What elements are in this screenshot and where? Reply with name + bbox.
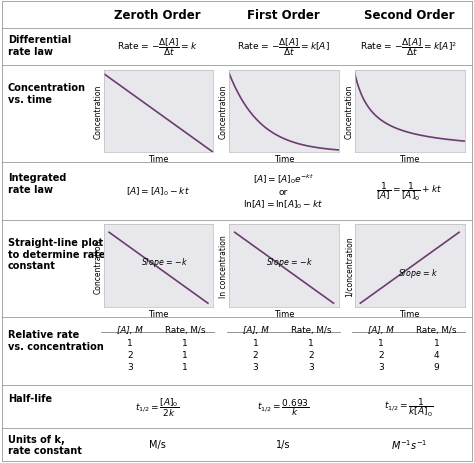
Text: Rate, M/s: Rate, M/s — [416, 325, 457, 334]
Y-axis label: ln concentration: ln concentration — [219, 235, 228, 298]
Text: [A], M: [A], M — [368, 325, 394, 334]
Text: 1/s: 1/s — [276, 439, 291, 449]
Text: Relative rate
vs. concentration: Relative rate vs. concentration — [8, 330, 104, 351]
Text: $\dfrac{1}{[A]} = \dfrac{1}{[A]_0} + kt$: $\dfrac{1}{[A]} = \dfrac{1}{[A]_0} + kt$ — [376, 180, 442, 202]
Text: Rate = $-\dfrac{\Delta[A]}{\Delta t} = k[A]$: Rate = $-\dfrac{\Delta[A]}{\Delta t} = k… — [237, 36, 329, 58]
Text: First Order: First Order — [247, 9, 319, 22]
Text: 3: 3 — [253, 363, 258, 371]
Text: $[A] = [A]_0 - kt$: $[A] = [A]_0 - kt$ — [126, 185, 190, 198]
Text: [A], M: [A], M — [243, 325, 268, 334]
Text: Concentration
vs. time: Concentration vs. time — [8, 83, 86, 105]
Text: 9: 9 — [434, 363, 439, 371]
X-axis label: Time: Time — [148, 309, 169, 318]
Text: Straight-line plot
to determine rate
constant: Straight-line plot to determine rate con… — [8, 238, 105, 271]
X-axis label: Time: Time — [274, 309, 294, 318]
Text: 1: 1 — [253, 338, 258, 347]
Text: 1: 1 — [182, 350, 188, 359]
Text: $M^{-1}s^{-1}$: $M^{-1}s^{-1}$ — [391, 438, 427, 451]
Text: Slope = $-k$: Slope = $-k$ — [266, 256, 313, 269]
X-axis label: Time: Time — [274, 155, 294, 163]
Text: $t_{1/2} = \dfrac{[A]_0}{2k}$: $t_{1/2} = \dfrac{[A]_0}{2k}$ — [136, 395, 180, 418]
Text: Slope = $k$: Slope = $k$ — [398, 266, 438, 279]
Text: 2: 2 — [378, 350, 384, 359]
Y-axis label: Concentration: Concentration — [93, 85, 102, 139]
X-axis label: Time: Time — [148, 155, 169, 163]
X-axis label: Time: Time — [400, 309, 420, 318]
Text: Rate = $-\dfrac{\Delta[A]}{\Delta t} = k[A]^2$: Rate = $-\dfrac{\Delta[A]}{\Delta t} = k… — [360, 36, 457, 58]
Text: $t_{1/2} = \dfrac{1}{k[A]_0}$: $t_{1/2} = \dfrac{1}{k[A]_0}$ — [384, 395, 434, 418]
Text: Rate, M/s: Rate, M/s — [165, 325, 206, 334]
Text: Rate = $-\dfrac{\Delta[A]}{\Delta t} = k$: Rate = $-\dfrac{\Delta[A]}{\Delta t} = k… — [117, 36, 198, 58]
Text: 2: 2 — [308, 350, 314, 359]
Text: M/s: M/s — [149, 439, 166, 449]
Text: 1: 1 — [182, 338, 188, 347]
Y-axis label: 1/concentration: 1/concentration — [345, 236, 354, 296]
Text: 2: 2 — [253, 350, 258, 359]
Text: 1: 1 — [378, 338, 384, 347]
Text: Half-life: Half-life — [8, 393, 52, 403]
Y-axis label: Concentration: Concentration — [345, 85, 354, 139]
Text: Zeroth Order: Zeroth Order — [114, 9, 201, 22]
Text: Units of k,
rate constant: Units of k, rate constant — [8, 434, 82, 456]
Text: Integrated
rate law: Integrated rate law — [8, 173, 66, 194]
Text: 3: 3 — [127, 363, 133, 371]
Text: 3: 3 — [378, 363, 384, 371]
Text: Second Order: Second Order — [364, 9, 454, 22]
Text: 1: 1 — [182, 363, 188, 371]
Text: Differential
rate law: Differential rate law — [8, 35, 71, 57]
Y-axis label: Concentration: Concentration — [219, 85, 228, 139]
Text: 2: 2 — [127, 350, 133, 359]
Text: Rate, M/s: Rate, M/s — [291, 325, 331, 334]
Text: 4: 4 — [434, 350, 439, 359]
Text: 3: 3 — [308, 363, 314, 371]
X-axis label: Time: Time — [400, 155, 420, 163]
Text: $[A] = [A]_0e^{-kt}$
or
$\ln[A] = \ln[A]_0 - kt$: $[A] = [A]_0e^{-kt}$ or $\ln[A] = \ln[A]… — [243, 172, 323, 211]
Text: 1: 1 — [308, 338, 314, 347]
Text: Slope = $-k$: Slope = $-k$ — [141, 256, 187, 269]
Y-axis label: Concentration: Concentration — [93, 239, 102, 293]
Text: $t_{1/2} = \dfrac{0.693}{k}$: $t_{1/2} = \dfrac{0.693}{k}$ — [257, 396, 310, 417]
Text: 1: 1 — [434, 338, 439, 347]
Text: [A], M: [A], M — [117, 325, 143, 334]
Text: 1: 1 — [127, 338, 133, 347]
